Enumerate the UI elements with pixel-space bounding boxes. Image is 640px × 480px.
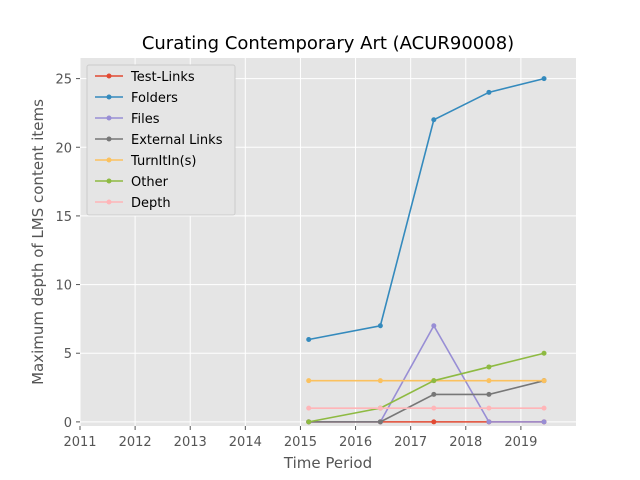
x-tick-label: 2019 xyxy=(504,435,537,450)
y-tick-label: 20 xyxy=(55,141,72,156)
y-axis-ticks: 0 5 10 15 20 25 xyxy=(55,73,80,431)
data-point xyxy=(431,419,437,425)
legend-label: Other xyxy=(131,175,169,190)
legend-marker xyxy=(106,73,112,79)
y-tick-label: 10 xyxy=(55,279,72,294)
legend-item: Files xyxy=(95,112,160,127)
data-point xyxy=(541,350,547,356)
data-point xyxy=(541,405,547,411)
legend-marker xyxy=(106,115,112,121)
x-tick-label: 2012 xyxy=(119,435,152,450)
data-point xyxy=(431,117,437,123)
series-depth xyxy=(306,405,547,411)
series-folders xyxy=(306,76,547,342)
legend-item: Depth xyxy=(95,196,171,211)
x-tick-label: 2017 xyxy=(394,435,427,450)
legend-box xyxy=(86,64,236,216)
legend-label: External Links xyxy=(131,133,223,148)
legend-item: External Links xyxy=(95,133,223,148)
legend-label: Depth xyxy=(131,196,171,211)
x-tick-label: 2011 xyxy=(63,435,96,450)
data-point xyxy=(431,323,437,329)
data-point xyxy=(431,391,437,397)
y-tick-label: 25 xyxy=(55,73,72,88)
data-point xyxy=(377,405,383,411)
data-point xyxy=(306,378,312,384)
data-point xyxy=(486,405,492,411)
legend-marker xyxy=(106,199,112,205)
data-point xyxy=(306,405,312,411)
y-tick-label: 0 xyxy=(64,416,72,431)
data-point xyxy=(306,336,312,342)
y-axis-title: Maximum depth of LMS content items xyxy=(29,99,47,385)
data-point xyxy=(486,364,492,370)
legend: Test-Links Folders Files External Links Turn… xyxy=(86,64,236,216)
data-point xyxy=(431,378,437,384)
data-point xyxy=(486,419,492,425)
data-point xyxy=(377,419,383,425)
legend-item: Other xyxy=(95,175,169,190)
data-point xyxy=(306,419,312,425)
legend-item: Test-Links xyxy=(95,70,195,85)
legend-label: Folders xyxy=(131,91,178,106)
x-tick-label: 2016 xyxy=(339,435,372,450)
x-axis-title: Time Period xyxy=(283,454,372,472)
data-point xyxy=(486,378,492,384)
legend-item: TurnItIn(s) xyxy=(95,154,196,169)
legend-marker xyxy=(106,136,112,142)
legend-marker xyxy=(106,157,112,163)
data-point xyxy=(486,391,492,397)
y-tick-label: 15 xyxy=(55,210,72,225)
legend-item: Folders xyxy=(95,91,178,106)
data-point xyxy=(377,323,383,329)
y-tick-label: 5 xyxy=(64,347,72,362)
x-tick-label: 2014 xyxy=(229,435,262,450)
x-tick-label: 2015 xyxy=(284,435,317,450)
legend-label: Files xyxy=(131,112,160,127)
data-point xyxy=(431,405,437,411)
legend-marker xyxy=(106,94,112,100)
data-point xyxy=(541,378,547,384)
legend-label: Test-Links xyxy=(130,70,195,85)
chart-title: Curating Contemporary Art (ACUR90008) xyxy=(142,33,514,54)
data-point xyxy=(541,419,547,425)
series-lines xyxy=(306,76,547,425)
x-tick-label: 2013 xyxy=(174,435,207,450)
data-point xyxy=(377,378,383,384)
legend-label: TurnItIn(s) xyxy=(130,154,196,169)
legend-marker xyxy=(106,178,112,184)
x-tick-label: 2018 xyxy=(449,435,482,450)
x-axis-ticks: 2011 2012 2013 2014 2015 2016 2017 2018 2019 xyxy=(63,426,537,450)
data-point xyxy=(486,89,492,95)
data-point xyxy=(541,76,547,82)
